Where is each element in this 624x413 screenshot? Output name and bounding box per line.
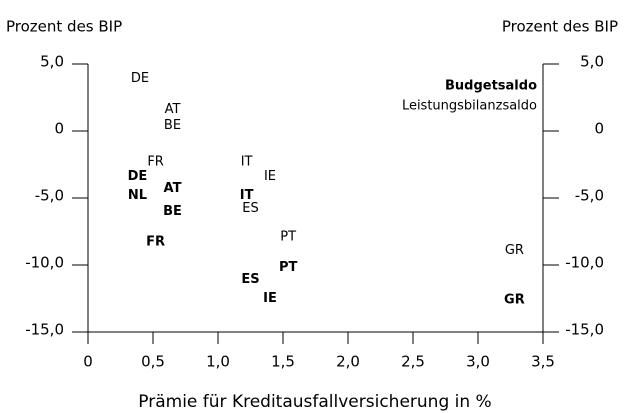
y-tick-label: -15,0 (25, 321, 64, 339)
point-label: GR (505, 243, 524, 258)
point-label: ES (241, 272, 259, 287)
y-axis-label: Prozent des BIP (6, 18, 122, 36)
y2-tick-label: -15,0 (565, 321, 604, 339)
x-tick-label: 1,0 (206, 353, 230, 371)
x-tick-label: 0,5 (141, 353, 165, 371)
point-label: FR (146, 235, 165, 250)
y-tick-label: -10,0 (25, 254, 64, 272)
point-label: AT (164, 181, 182, 196)
y2-tick-label: 0 (594, 120, 604, 138)
x-tick-label: 1,5 (271, 353, 295, 371)
point-label: GR (504, 292, 525, 307)
legend-entry: Budgetsaldo (445, 79, 537, 94)
x-tick-label: 2,0 (336, 353, 360, 371)
point-label: IE (263, 291, 277, 306)
point-label: ES (242, 201, 258, 216)
point-label: IT (240, 188, 254, 203)
x-tick-label: 3,0 (466, 353, 490, 371)
point-label: NL (128, 188, 147, 203)
y2-axis-label: Prozent des BIP (502, 18, 618, 36)
point-label: FR (147, 154, 164, 169)
y2-tick-label: -10,0 (565, 254, 604, 272)
point-label: PT (279, 260, 298, 275)
point-label: IT (241, 154, 253, 169)
y-tick-label: 5,0 (40, 53, 64, 71)
y2-tick-label: 5,0 (580, 53, 604, 71)
x-tick-label: 0 (83, 353, 93, 371)
point-label: BE (163, 204, 182, 219)
y2-tick-label: -5,0 (575, 187, 604, 205)
y-tick-label: 0 (54, 120, 64, 138)
x-tick-label: 3,5 (531, 353, 555, 371)
point-label: PT (280, 229, 296, 244)
x-axis-label: Prämie für Kreditausfallversicherung in … (138, 392, 491, 412)
point-label: DE (128, 169, 148, 184)
point-label: BE (164, 118, 181, 133)
point-label: AT (165, 102, 181, 117)
legend-entry: Leistungsbilanzsaldo (402, 99, 537, 114)
point-label: DE (131, 71, 149, 86)
point-label: IE (264, 169, 276, 184)
x-tick-label: 2,5 (401, 353, 425, 371)
y-tick-label: -5,0 (35, 187, 64, 205)
